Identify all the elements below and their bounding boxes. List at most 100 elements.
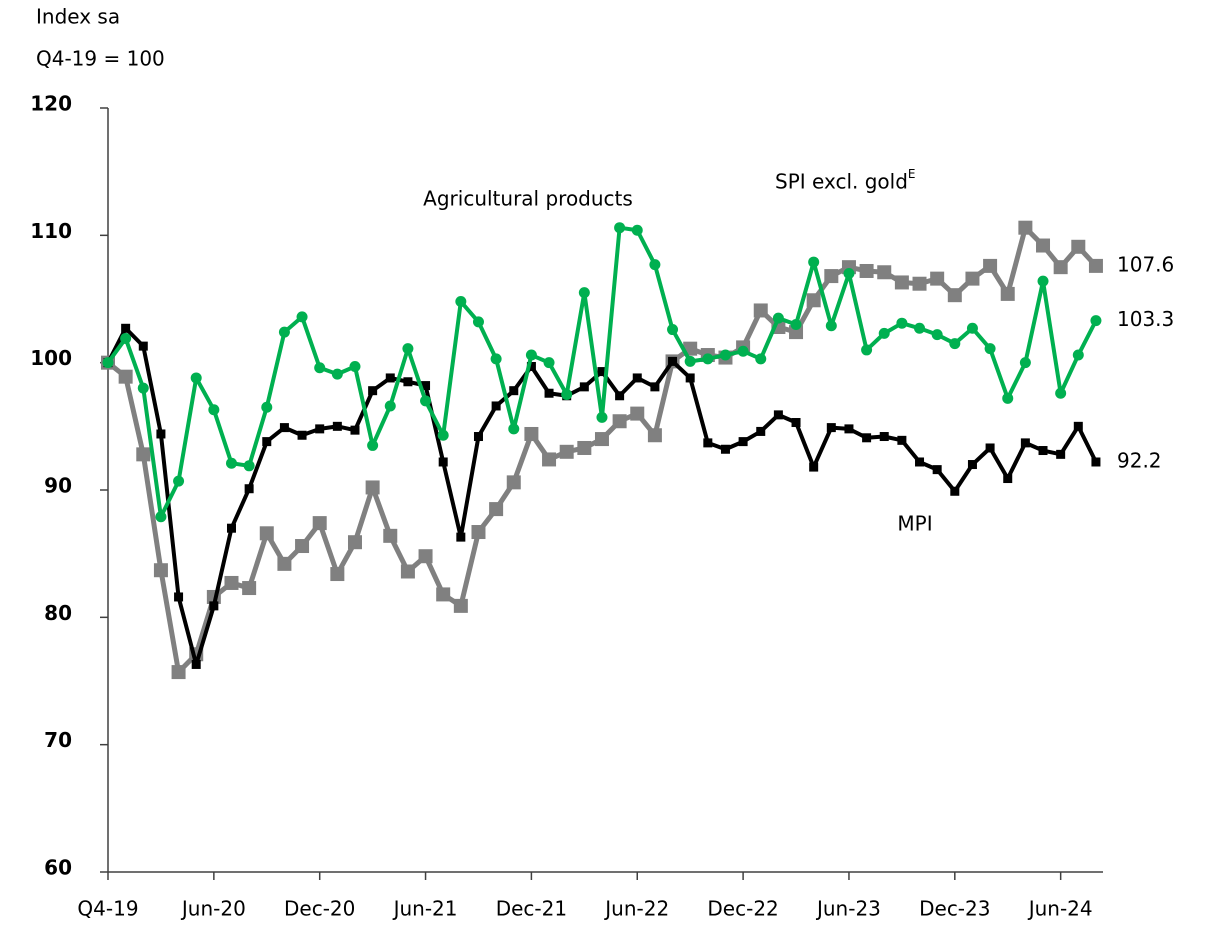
point — [472, 316, 484, 328]
point — [473, 432, 483, 442]
point — [965, 271, 980, 286]
point — [1018, 220, 1033, 235]
point — [947, 288, 962, 303]
point — [615, 391, 625, 401]
end-label: 103.3 — [1117, 307, 1174, 331]
point — [844, 424, 854, 434]
point — [278, 326, 290, 338]
point — [224, 575, 239, 590]
point — [1003, 474, 1013, 484]
point — [559, 444, 574, 459]
point — [171, 665, 186, 680]
point — [526, 361, 536, 371]
point — [525, 349, 537, 361]
point — [985, 443, 995, 453]
x-tick-label: Jun-24 — [1027, 897, 1093, 921]
point — [506, 475, 521, 490]
x-tick-label: Dec-22 — [707, 897, 778, 921]
point — [261, 401, 273, 413]
point — [912, 276, 927, 291]
point — [156, 429, 166, 439]
x-tick-label: Dec-21 — [496, 897, 567, 921]
point — [630, 406, 645, 421]
point — [312, 516, 327, 531]
point — [489, 502, 504, 517]
point — [597, 367, 607, 377]
end-label: 107.6 — [1117, 252, 1174, 276]
point — [543, 357, 555, 369]
point — [809, 462, 819, 472]
point — [894, 275, 909, 290]
point — [350, 425, 360, 435]
point — [594, 432, 609, 447]
point — [667, 324, 679, 336]
point — [983, 258, 998, 273]
x-tick-label: Jun-22 — [603, 897, 669, 921]
point — [297, 430, 307, 440]
point — [524, 426, 539, 441]
series-line — [106, 225, 1098, 675]
point — [1055, 387, 1067, 399]
point — [859, 263, 874, 278]
y-tick-label: 60 — [44, 856, 72, 880]
point — [137, 382, 149, 394]
point — [1053, 260, 1068, 275]
point — [614, 222, 626, 234]
point — [1036, 238, 1051, 253]
point — [702, 353, 714, 365]
point — [1088, 258, 1103, 273]
series-label: MPI — [897, 512, 932, 536]
point — [330, 567, 345, 582]
point — [1019, 357, 1031, 369]
y-tick-label: 100 — [30, 346, 72, 370]
point — [244, 484, 254, 494]
point — [367, 439, 379, 451]
y-axis-title: Q4-19 = 100 — [36, 47, 165, 71]
point — [756, 426, 766, 436]
point — [561, 389, 573, 400]
point — [349, 360, 361, 372]
point — [631, 224, 643, 236]
x-tick-label: Dec-20 — [284, 897, 355, 921]
point — [878, 327, 890, 339]
point — [915, 457, 925, 467]
point — [384, 400, 396, 412]
y-axis-title: Index sa — [36, 5, 120, 29]
point — [896, 317, 908, 329]
point — [421, 381, 431, 391]
point — [121, 323, 131, 333]
point — [262, 437, 272, 447]
point — [949, 338, 961, 350]
point — [578, 287, 590, 299]
point — [542, 452, 557, 467]
point — [647, 428, 662, 443]
point — [577, 440, 592, 455]
point — [402, 343, 414, 355]
point — [295, 539, 310, 554]
point — [719, 349, 731, 361]
point — [277, 556, 292, 571]
point — [772, 312, 784, 324]
point — [544, 388, 554, 398]
y-tick-label: 110 — [30, 219, 72, 243]
y-tick-label: 120 — [30, 92, 72, 116]
point — [279, 423, 289, 433]
point — [755, 353, 767, 365]
point — [453, 598, 468, 613]
point — [1072, 349, 1084, 361]
point — [347, 535, 362, 550]
point — [877, 265, 892, 280]
point — [914, 322, 926, 334]
point — [931, 329, 943, 341]
point — [650, 382, 660, 392]
point — [791, 418, 801, 428]
point — [753, 303, 768, 318]
point — [668, 356, 678, 366]
point — [456, 532, 466, 542]
series-label-superscript: E — [908, 167, 916, 181]
point — [843, 268, 855, 280]
point — [368, 386, 378, 396]
point — [437, 429, 449, 441]
point — [243, 460, 255, 472]
